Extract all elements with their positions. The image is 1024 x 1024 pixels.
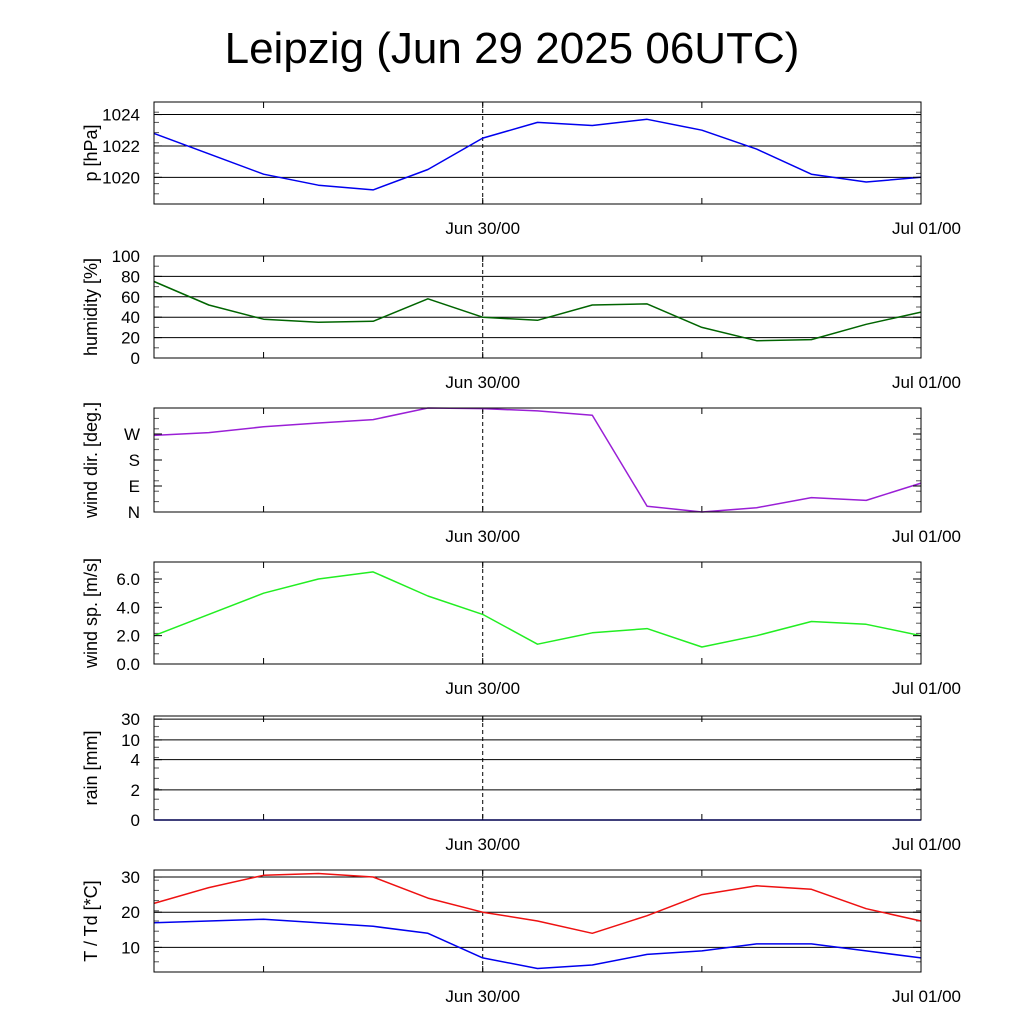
x-tick-label: Jun 30/00 [445, 219, 520, 238]
x-tick-label: Jul 01/00 [892, 679, 961, 698]
series-line-temperature [153, 872, 922, 935]
panel-5: 0 2 410 30 rain [mm] Jun 30/00 Jul 01/00 [81, 710, 961, 854]
x-tick-label: Jul 01/00 [892, 373, 961, 392]
y-axis-label: T / Td [*C] [81, 880, 101, 961]
y-tick-label: 0.0 [116, 655, 140, 674]
y-tick-label: 4 [131, 751, 140, 770]
panel-frame [153, 715, 922, 821]
y-tick-label: 20 [121, 903, 140, 922]
y-tick-label: 1022 [102, 137, 140, 156]
series-line-wind_speed [153, 571, 922, 648]
y-tick-label: S [129, 451, 140, 470]
panel-6: 10 20 30 T / Td [*C] Jun 30/00 Jul 01/00 [81, 868, 961, 1006]
y-tick-label: E [129, 477, 140, 496]
y-axis-label: humidity [%] [81, 258, 101, 356]
series-line-dewpoint [153, 918, 922, 970]
x-tick-label: Jul 01/00 [892, 527, 961, 546]
x-tick-label: Jun 30/00 [445, 679, 520, 698]
y-tick-label: 20 [121, 329, 140, 348]
series-line-humidity [153, 280, 922, 342]
y-tick-label: 4.0 [116, 598, 140, 617]
y-axis-label: p [hPa] [81, 124, 101, 181]
x-tick-label: Jul 01/00 [892, 219, 961, 238]
y-tick-label: 30 [121, 710, 140, 729]
x-tick-label: Jul 01/00 [892, 987, 961, 1006]
panel-frame [153, 255, 922, 359]
panel-frame [153, 407, 922, 513]
y-tick-label: 100 [112, 247, 140, 266]
y-tick-label: 2.0 [116, 627, 140, 646]
y-tick-label: 40 [121, 308, 140, 327]
y-tick-label: W [124, 425, 140, 444]
y-tick-label: 30 [121, 868, 140, 887]
y-tick-label: 10 [121, 938, 140, 957]
y-tick-label: 60 [121, 288, 140, 307]
panel-frame [153, 869, 922, 973]
y-tick-label: 0 [131, 349, 140, 368]
y-axis-label: wind sp. [m/s] [81, 558, 101, 669]
x-tick-label: Jun 30/00 [445, 835, 520, 854]
panel-frame [153, 101, 922, 205]
series-line-pressure [153, 118, 922, 191]
y-tick-label: 1020 [102, 168, 140, 187]
series-line-wind_dir [153, 407, 922, 513]
y-axis-label: rain [mm] [81, 730, 101, 805]
y-tick-label: 0 [131, 811, 140, 830]
x-tick-label: Jun 30/00 [445, 987, 520, 1006]
y-tick-label: 2 [131, 781, 140, 800]
y-axis-label: wind dir. [deg.] [81, 402, 101, 519]
x-tick-label: Jun 30/00 [445, 373, 520, 392]
panel-4: 0.0 2.0 4.0 6.0 wind sp. [m/s] Jun 30/00 Jul 0… [81, 558, 961, 698]
panel-frame [153, 561, 922, 665]
x-tick-label: Jul 01/00 [892, 835, 961, 854]
x-tick-label: Jun 30/00 [445, 527, 520, 546]
y-tick-label: 1024 [102, 106, 140, 125]
y-tick-label: N [128, 503, 140, 522]
y-tick-label: 80 [121, 267, 140, 286]
y-tick-label: 6.0 [116, 570, 140, 589]
chart-title: Leipzig (Jun 29 2025 06UTC) [224, 24, 800, 73]
y-tick-label: 10 [121, 731, 140, 750]
